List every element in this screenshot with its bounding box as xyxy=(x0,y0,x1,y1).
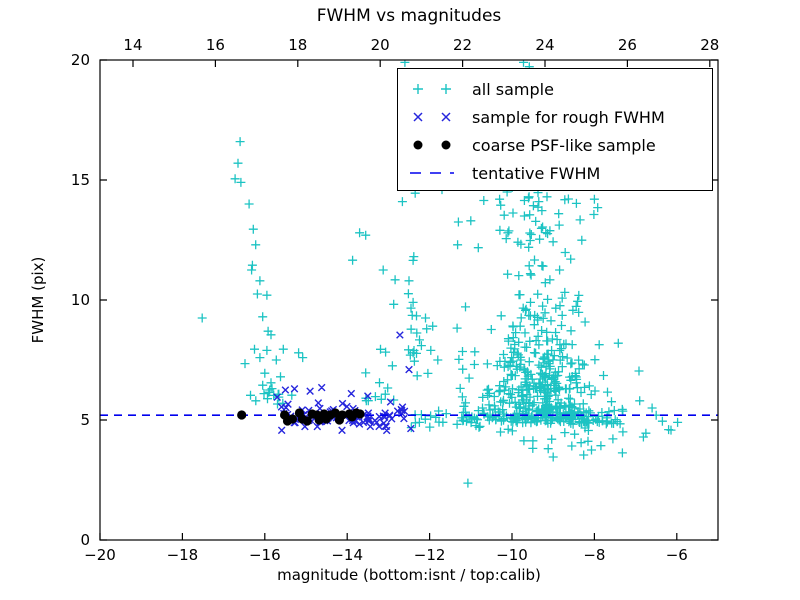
legend-label: tentative FWHM xyxy=(472,163,601,183)
legend-label: all sample xyxy=(472,79,554,99)
legend-entry-psf-sample: coarse PSF-like sample xyxy=(406,131,712,159)
x-tick-label-top: 28 xyxy=(700,36,720,54)
x-tick-label-top: 16 xyxy=(205,36,225,54)
all-sample-points xyxy=(197,60,683,488)
data-points-layer xyxy=(100,60,718,488)
psf-sample-point xyxy=(355,409,365,419)
x-axis-label: magnitude (bottom:isnt / top:calib) xyxy=(277,566,541,584)
dashed-line-icon xyxy=(410,172,454,174)
legend-entry-all-sample: all sample xyxy=(406,75,712,103)
y-tick-label: 20 xyxy=(70,51,90,69)
psf-sample-point xyxy=(237,410,247,420)
x-tick-label-bottom: −10 xyxy=(496,546,528,564)
x-tick-label-bottom: −8 xyxy=(583,546,606,564)
x-tick-label-top: 14 xyxy=(123,36,143,54)
x-tick-label-bottom: −18 xyxy=(166,546,199,564)
x-tick-label-top: 18 xyxy=(288,36,308,54)
y-tick-label: 0 xyxy=(80,531,90,549)
x-tick-label-bottom: −14 xyxy=(331,546,364,564)
x-tick-label-bottom: −12 xyxy=(413,546,446,564)
x-tick-label-top: 26 xyxy=(617,36,637,54)
x-tick-label-top: 24 xyxy=(535,36,555,54)
legend-label: coarse PSF-like sample xyxy=(472,135,656,155)
psf-sample-point xyxy=(337,410,347,420)
psf-sample-point xyxy=(302,416,312,426)
dot-marker-icon xyxy=(413,140,451,150)
x-tick-label-top: 20 xyxy=(370,36,390,54)
x-tick-label-bottom: −20 xyxy=(84,546,116,564)
y-axis-label: FWHM (pix) xyxy=(29,256,47,344)
y-tick-label: 10 xyxy=(70,291,90,309)
psf-sample-point xyxy=(330,408,340,418)
psf-sample-point xyxy=(287,414,297,424)
legend-entry-rough-fwhm: sample for rough FWHM xyxy=(406,103,712,131)
plus-marker-icon xyxy=(413,84,451,94)
chart-title: FWHM vs magnitudes xyxy=(316,6,502,26)
legend: all sample sample for rough FWHM coarse … xyxy=(397,68,713,191)
y-tick-label: 5 xyxy=(80,411,90,429)
x-tick-label-top: 22 xyxy=(453,36,473,54)
legend-label: sample for rough FWHM xyxy=(472,107,665,127)
y-tick-label: 15 xyxy=(70,171,90,189)
cross-marker-icon xyxy=(413,112,451,122)
legend-entry-tentative-fwhm: tentative FWHM xyxy=(406,159,712,187)
x-tick-label-bottom: −16 xyxy=(248,546,281,564)
axis-ticks xyxy=(99,59,718,541)
x-tick-label-bottom: −6 xyxy=(665,546,688,564)
